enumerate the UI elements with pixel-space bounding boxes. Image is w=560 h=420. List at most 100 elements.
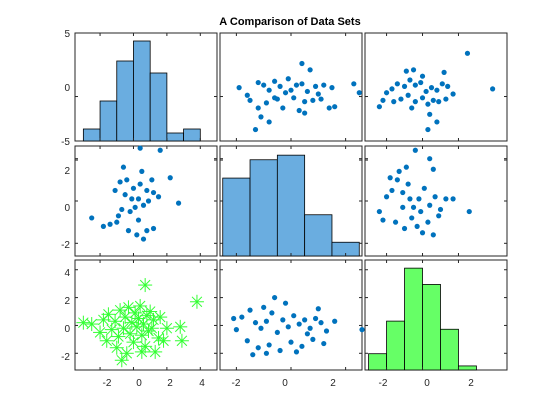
scatter-point — [410, 67, 417, 73]
scatter-point — [250, 352, 256, 358]
y-tick-labels-row3: 4 2 0 -2 — [61, 268, 70, 363]
scatter-point — [118, 310, 133, 325]
scatter-point — [150, 189, 157, 196]
scatter-point — [291, 313, 297, 319]
scatter-point — [312, 315, 319, 322]
scatter-point — [126, 335, 141, 350]
scatter-point — [138, 339, 153, 354]
scatter-point — [272, 294, 278, 301]
scatter-point — [443, 96, 449, 102]
x-tick-label: 4 — [199, 378, 205, 389]
scatter-point — [137, 145, 143, 151]
scatter-point — [266, 87, 272, 93]
panel-r2c3 — [364, 145, 508, 257]
scatter-point — [113, 303, 128, 318]
scatter-point — [401, 83, 408, 89]
scatter-point — [376, 208, 382, 215]
scatter-point — [124, 177, 130, 183]
scatter-point — [112, 187, 118, 194]
panel-r1c1 — [74, 32, 218, 142]
scatter-point — [332, 318, 338, 324]
scatter-point — [107, 221, 113, 227]
scatter-point — [146, 312, 161, 327]
scatter-point — [231, 315, 237, 322]
chart-title: A Comparison of Data Sets — [219, 16, 360, 28]
scatter-point — [285, 324, 291, 330]
scatter-point — [277, 83, 283, 89]
scatter-point — [321, 82, 327, 88]
scatter-point — [421, 185, 427, 191]
scatter-point — [405, 92, 411, 98]
scatter-point — [418, 208, 424, 215]
scatter-point — [299, 60, 305, 67]
scatter-point — [139, 308, 154, 323]
scatter-point — [436, 213, 442, 219]
histogram-bar — [99, 100, 118, 142]
scatter-point — [419, 95, 426, 101]
scatter-point — [430, 166, 436, 172]
y-tick-label: 0 — [64, 324, 70, 335]
scatter-point — [326, 105, 332, 111]
tick-marks — [75, 32, 507, 370]
scatter-point — [394, 177, 400, 183]
scatter-point — [425, 219, 431, 225]
histogram-bar — [304, 214, 333, 257]
scatter-point — [159, 321, 174, 336]
histogram-bar — [166, 132, 184, 142]
scatter-point — [140, 236, 147, 242]
scatter-point — [304, 88, 310, 95]
scatter-point — [174, 333, 189, 348]
scatter-point — [296, 321, 302, 327]
scatter-point — [312, 83, 319, 89]
scatter-point — [304, 331, 310, 337]
scatter-point — [398, 96, 404, 102]
scatter-point — [391, 99, 397, 105]
scatter-point — [140, 202, 147, 208]
scatter-point — [401, 225, 408, 232]
scatter-point — [439, 81, 445, 87]
scatter-point — [133, 298, 148, 313]
histogram-bar — [183, 128, 201, 142]
scatter-point — [425, 126, 431, 133]
scatter-point — [414, 223, 420, 229]
x-tick-label: 2 — [167, 378, 173, 389]
scatter-point — [150, 225, 157, 232]
histogram-bar — [458, 365, 477, 371]
scatter-point — [407, 77, 413, 83]
scatter-point — [293, 82, 300, 88]
scatter-point — [307, 67, 313, 73]
histogram-bar — [82, 128, 101, 142]
histogram-bar — [422, 284, 441, 371]
x-tick-label: -2 — [379, 378, 388, 389]
x-tick-label: 2 — [330, 378, 336, 389]
scatter-point — [108, 314, 123, 329]
scatter-point — [280, 317, 286, 323]
scatter-point — [299, 343, 305, 349]
histogram-bar — [368, 353, 387, 371]
scatter-point — [288, 87, 294, 93]
scatter-point — [389, 86, 395, 92]
scatter-point — [376, 104, 382, 110]
panel-r3c2 — [219, 259, 365, 371]
scatter-point — [318, 96, 324, 102]
scatter-point — [137, 181, 143, 187]
x-tick-label: -2 — [232, 378, 241, 389]
scatter-point — [114, 219, 120, 225]
y-tick-label: 2 — [64, 296, 70, 307]
scatter-point — [405, 181, 411, 187]
scatter-point — [419, 73, 426, 79]
scatter-point — [394, 81, 400, 87]
scatter-point — [329, 85, 335, 91]
panel-r3c1 — [74, 259, 218, 371]
scatter-point — [436, 99, 442, 105]
scatter-point — [423, 88, 429, 95]
scatter-point — [135, 196, 142, 202]
scatter-point — [151, 330, 166, 345]
x-tick-labels-col2: -2 0 2 — [232, 378, 337, 389]
scatter-point — [434, 87, 440, 93]
scatter-point — [288, 339, 294, 345]
y-tick-labels-row1: 5 0 -5 — [61, 29, 70, 148]
scatter-point — [332, 104, 338, 110]
y-tick-label: 4 — [64, 268, 70, 279]
